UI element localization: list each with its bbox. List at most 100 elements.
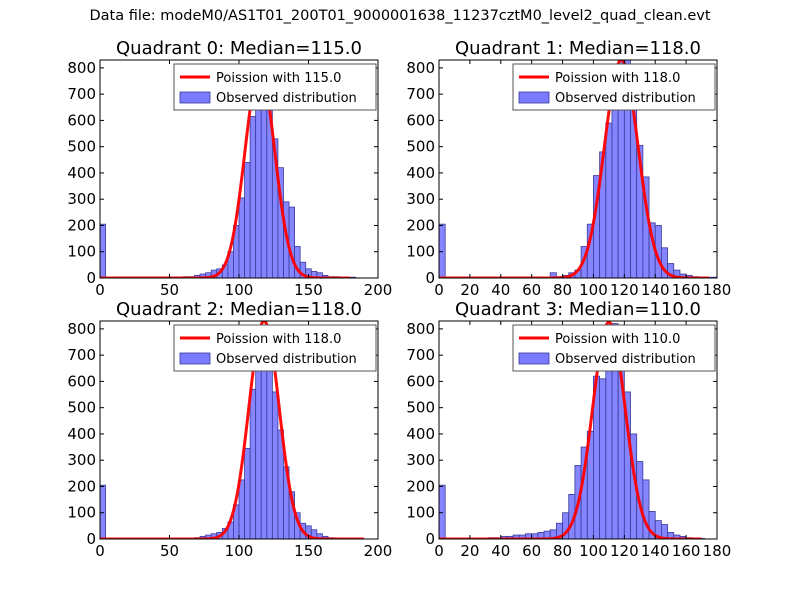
x-tick-label: 80 bbox=[553, 281, 572, 299]
y-tick-label: 700 bbox=[406, 346, 435, 364]
legend-line-label: Poission with 118.0 bbox=[555, 71, 680, 86]
y-tick-label: 700 bbox=[406, 85, 435, 103]
y-tick-label: 300 bbox=[67, 190, 96, 208]
x-axis: 0 50 100 150 200 bbox=[95, 321, 392, 560]
histogram-bar bbox=[439, 484, 446, 539]
x-tick-label: 0 bbox=[434, 281, 444, 299]
y-tick-label: 500 bbox=[406, 138, 435, 156]
chart-title: Quadrant 0: Median=115.0 bbox=[116, 38, 362, 59]
histogram-bar bbox=[255, 367, 262, 539]
y-tick-label: 500 bbox=[67, 138, 96, 156]
histogram-bar bbox=[100, 223, 106, 278]
y-tick-label: 400 bbox=[406, 164, 435, 182]
histogram-bar bbox=[244, 447, 251, 539]
x-tick-label: 0 bbox=[434, 542, 444, 560]
axes-frame bbox=[438, 320, 718, 540]
y-tick-label: 400 bbox=[67, 164, 96, 182]
y-axis: 0 100 200 300 400 500 600 700 800 bbox=[67, 320, 378, 548]
y-tick-label: 600 bbox=[406, 111, 435, 129]
y-tick-label: 100 bbox=[67, 243, 96, 261]
x-tick-label: 60 bbox=[522, 542, 541, 560]
y-tick-label: 800 bbox=[67, 59, 96, 77]
y-tick-label: 300 bbox=[406, 451, 435, 469]
x-axis: 0 20 40 60 80 100 120 140 160 180 bbox=[434, 321, 731, 560]
x-tick-label: 50 bbox=[160, 281, 179, 299]
y-tick-label: 100 bbox=[67, 504, 96, 522]
y-tick-label: 200 bbox=[406, 216, 435, 234]
x-tick-label: 40 bbox=[491, 281, 510, 299]
legend-bar-label: Observed distribution bbox=[216, 91, 357, 106]
legend-line-label: Poission with 115.0 bbox=[216, 71, 341, 86]
y-tick-label: 300 bbox=[406, 190, 435, 208]
legend-bar-swatch bbox=[518, 91, 550, 104]
y-axis: 0 100 200 300 400 500 600 700 800 bbox=[406, 59, 717, 287]
y-tick-label: 200 bbox=[67, 216, 96, 234]
legend-line-label: Poission with 118.0 bbox=[216, 332, 341, 347]
legend: Poission with 118.0 Observed distribution bbox=[512, 63, 716, 111]
y-tick-label: 200 bbox=[67, 477, 96, 495]
y-tick-label: 100 bbox=[406, 243, 435, 261]
y-tick-label: 0 bbox=[425, 530, 435, 548]
legend: Poission with 110.0 Observed distribution bbox=[512, 324, 716, 372]
x-tick-label: 0 bbox=[95, 281, 105, 299]
y-tick-label: 500 bbox=[67, 399, 96, 417]
histogram-bar bbox=[238, 479, 245, 539]
x-tick-label: 0 bbox=[95, 542, 105, 560]
y-tick-label: 600 bbox=[67, 111, 96, 129]
quadrant-0-chart: 0 50 100 150 200 0 100 200 300 400 500 600 700 800 Qua… bbox=[67, 38, 392, 299]
y-tick-label: 700 bbox=[67, 346, 96, 364]
y-tick-label: 500 bbox=[406, 399, 435, 417]
x-tick-label: 20 bbox=[460, 542, 479, 560]
x-tick-label: 140 bbox=[641, 281, 670, 299]
y-tick-label: 800 bbox=[406, 320, 435, 338]
quadrant-3-chart: 0 20 40 60 80 100 120 140 160 1800100200300400500… bbox=[406, 299, 731, 560]
y-tick-label: 0 bbox=[425, 269, 435, 287]
figure-suptitle: Data file: modeM0/AS1T01_200T01_90000016… bbox=[89, 8, 711, 24]
legend: Poission with 115.0 Observed distribution bbox=[173, 63, 377, 111]
y-axis: 0 100 200 300 400 500 600 700 800 bbox=[67, 59, 378, 287]
x-tick-label: 160 bbox=[672, 281, 701, 299]
y-tick-label: 400 bbox=[67, 425, 96, 443]
y-tick-label: 700 bbox=[67, 85, 96, 103]
plot-area bbox=[439, 321, 706, 539]
histogram-bar bbox=[255, 99, 262, 278]
legend: Poission with 118.0 Observed distribution bbox=[173, 324, 377, 372]
y-tick-label: 0 bbox=[86, 269, 96, 287]
quadrant-2-chart: 0 50 100 150 200 0 100 200 300 400 500 600 700 800 Qua… bbox=[67, 299, 392, 560]
poisson-curve bbox=[439, 321, 703, 539]
histogram-bar bbox=[605, 357, 613, 539]
x-axis: 0 20 40 60 80 100 120 140 160 180 bbox=[434, 60, 731, 299]
x-tick-label: 120 bbox=[610, 542, 639, 560]
y-axis: 0 100 200 300 400 500 600 700 800 bbox=[406, 320, 717, 548]
x-tick-label: 100 bbox=[579, 281, 608, 299]
legend-bar-label: Observed distribution bbox=[216, 352, 357, 367]
x-tick-label: 20 bbox=[460, 281, 479, 299]
legend-line-label: Poission with 110.0 bbox=[555, 332, 680, 347]
y-tick-label: 300 bbox=[67, 451, 96, 469]
x-tick-label: 120 bbox=[610, 281, 639, 299]
x-tick-label: 200 bbox=[364, 542, 393, 560]
x-tick-label: 200 bbox=[364, 281, 393, 299]
legend-bar-swatch bbox=[179, 91, 211, 104]
x-tick-label: 80 bbox=[553, 542, 572, 560]
poisson-curve bbox=[439, 60, 711, 278]
chart-title: Quadrant 3: Median=110.0 bbox=[455, 299, 701, 320]
legend-box bbox=[512, 324, 716, 372]
histogram-bar bbox=[605, 122, 613, 278]
y-tick-label: 800 bbox=[67, 320, 96, 338]
x-tick-label: 180 bbox=[703, 542, 732, 560]
histogram-bar bbox=[266, 346, 273, 539]
histogram-bar bbox=[611, 99, 619, 278]
plot-area bbox=[439, 60, 717, 278]
y-tick-label: 600 bbox=[67, 372, 96, 390]
legend-bar-label: Observed distribution bbox=[555, 91, 696, 106]
chart-title: Quadrant 2: Median=118.0 bbox=[116, 299, 362, 320]
x-axis: 0 50 100 150 200 bbox=[95, 60, 392, 299]
quadrant-1-chart: 0 20 40 60 80 100 120 140 160 1800100200300400500… bbox=[406, 38, 731, 299]
y-tick-label: 400 bbox=[406, 425, 435, 443]
histogram-bar bbox=[288, 206, 296, 278]
y-tick-label: 200 bbox=[406, 477, 435, 495]
x-tick-label: 60 bbox=[522, 281, 541, 299]
x-tick-label: 100 bbox=[225, 281, 254, 299]
